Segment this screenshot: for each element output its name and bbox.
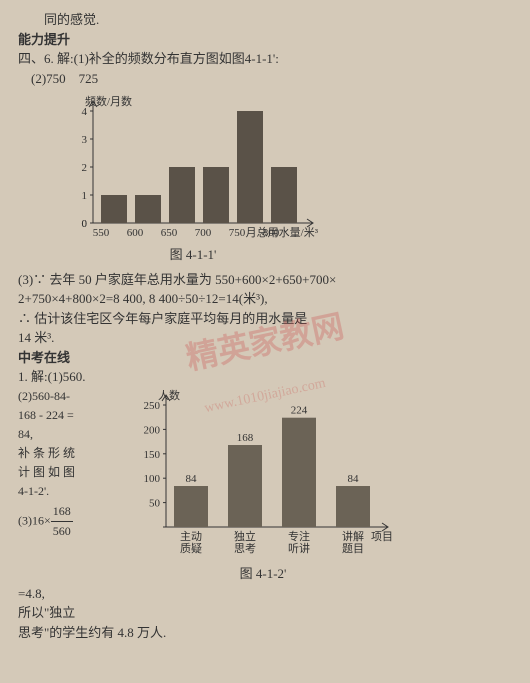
q1-p2-l5: 计 图 如 图	[18, 463, 128, 482]
svg-text:专注: 专注	[288, 529, 310, 543]
chart1: 012340频数/月数550600650700750800月总用水量/米³	[63, 93, 323, 243]
q4-6-part2: (2)750 725	[31, 69, 512, 89]
svg-text:3: 3	[82, 134, 88, 146]
svg-text:题目: 题目	[342, 542, 364, 555]
svg-text:人数: 人数	[158, 389, 180, 402]
svg-text:84: 84	[348, 473, 360, 485]
q4-6-p3-l1: (3)∵ 去年 50 户家庭年总用水量为 550+600×2+650+700×	[18, 270, 512, 290]
svg-text:84: 84	[186, 473, 198, 485]
svg-text:200: 200	[144, 424, 161, 436]
svg-text:月总用水量/米³: 月总用水量/米³	[246, 225, 319, 239]
q1-p3-eq: =4.8,	[18, 584, 512, 604]
q4-6-p3-l4: 14 米³.	[18, 328, 512, 348]
q1-text-column: (2)560-84- 168 - 224 = 84, 补 条 形 统 计 图 如…	[18, 387, 128, 542]
frac-den: 560	[51, 522, 73, 541]
q1-p3-pre: (3)16×	[18, 513, 51, 527]
q1-p3: (3)16×168560	[18, 502, 128, 541]
q4-6-p3-l2: 2+750×4+800×2=8 400, 8 400÷50÷12=14(米³),	[18, 289, 512, 309]
q1-p2-l2: 168 - 224 =	[18, 406, 128, 425]
svg-text:听讲: 听讲	[288, 541, 310, 555]
q1-p2-l1: (2)560-84-	[18, 387, 128, 406]
section1-title: 能力提升	[18, 30, 512, 50]
svg-text:0: 0	[82, 218, 88, 230]
svg-text:项目: 项目	[371, 530, 393, 543]
top-line: 同的感觉.	[18, 10, 512, 30]
svg-text:750: 750	[229, 227, 246, 239]
q1-p2-l4: 补 条 形 统	[18, 444, 128, 463]
q1-p2-l3: 84,	[18, 425, 128, 444]
svg-text:主动: 主动	[180, 530, 202, 543]
svg-text:168: 168	[237, 432, 254, 444]
section2-title: 中考在线	[18, 348, 512, 368]
fraction: 168560	[51, 502, 73, 541]
frac-num: 168	[51, 502, 73, 522]
svg-text:100: 100	[144, 473, 161, 485]
svg-text:频数/月数: 频数/月数	[85, 94, 132, 108]
svg-text:150: 150	[144, 448, 161, 460]
chart2: 50100150200250人数84主动质疑168独立思考224专注听讲84讲解…	[128, 387, 398, 557]
svg-text:2: 2	[82, 162, 88, 174]
svg-text:质疑: 质疑	[180, 542, 202, 555]
svg-text:700: 700	[195, 227, 212, 239]
q1-p3-end1: 所以"独立	[18, 603, 512, 623]
svg-text:独立: 独立	[234, 529, 256, 543]
svg-text:600: 600	[127, 227, 144, 239]
chart1-container: 012340频数/月数550600650700750800月总用水量/米³ 图 …	[63, 93, 512, 265]
svg-text:讲解: 讲解	[342, 529, 364, 543]
q4-6-intro: 四、6. 解:(1)补全的频数分布直方图如图4-1-1':	[18, 49, 512, 69]
svg-text:1: 1	[82, 190, 88, 202]
svg-text:550: 550	[93, 227, 110, 239]
q1-p2-l6: 4-1-2'.	[18, 482, 128, 501]
svg-text:思考: 思考	[234, 542, 256, 555]
svg-text:650: 650	[161, 227, 178, 239]
fig1-caption: 图 4-1-1'	[63, 245, 323, 265]
q4-6-p3-l3: ∴ 估计该住宅区今年每户家庭平均每月的用水量是	[18, 309, 512, 329]
chart2-container: 50100150200250人数84主动质疑168独立思考224专注听讲84讲解…	[128, 387, 398, 584]
svg-text:224: 224	[291, 404, 308, 416]
svg-text:50: 50	[149, 497, 161, 509]
section2-row: (2)560-84- 168 - 224 = 84, 补 条 形 统 计 图 如…	[18, 387, 512, 584]
fig2-caption: 图 4-1-2'	[128, 564, 398, 584]
q1-intro: 1. 解:(1)560.	[18, 367, 512, 387]
q1-p3-end2: 思考"的学生约有 4.8 万人.	[18, 623, 512, 643]
